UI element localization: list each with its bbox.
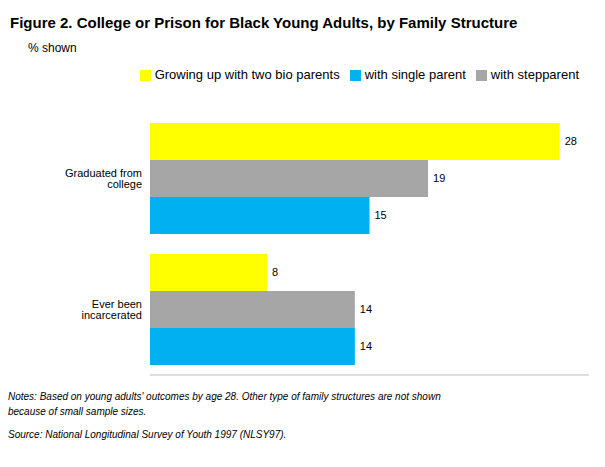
html-text:Figure 2. College or Prison fo: Figure 2. College or Prison for Black Yo… — [10, 14, 518, 31]
html-text:% shown: % shown — [28, 41, 77, 55]
svg-text:14: 14 — [360, 303, 372, 315]
svg-text:14: 14 — [360, 340, 372, 352]
html-text:Growing up with two bio parent: Growing up with two bio parents — [154, 67, 340, 82]
html-text:Notes: Based on young adults': Notes: Based on young adults' outcomes b… — [8, 391, 441, 417]
svg-text:8: 8 — [272, 266, 278, 278]
html-text:with single parent: with single parent — [364, 67, 466, 82]
svg-text:15: 15 — [375, 209, 387, 221]
html-text:Source: National Longitudinal: Source: National Longitudinal Survey of … — [8, 429, 287, 440]
svg-text:19: 19 — [433, 172, 445, 184]
svg-text:Ever beenincarcerated: Ever beenincarcerated — [81, 298, 142, 321]
svg-text:28: 28 — [565, 135, 577, 147]
svg-text:Graduated fromcollege: Graduated fromcollege — [65, 167, 142, 190]
html-text:with stepparent: with stepparent — [490, 67, 579, 82]
